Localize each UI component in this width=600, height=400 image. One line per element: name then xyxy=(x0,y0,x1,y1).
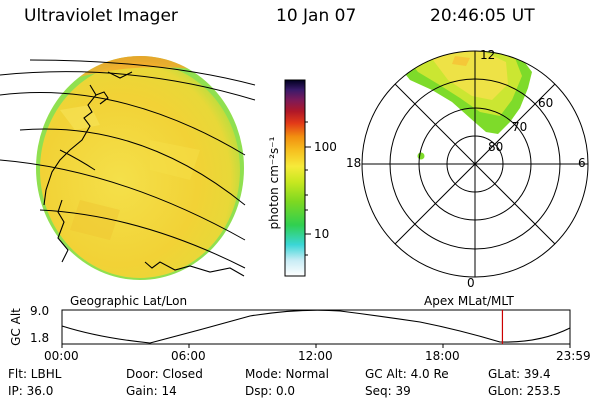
colorbar-unit-label: photon cm⁻²s⁻¹ xyxy=(267,136,281,230)
lat-label-60: 60 xyxy=(538,96,554,110)
mlt-label-12: 12 xyxy=(480,48,496,62)
altitude-plot xyxy=(61,309,571,348)
lat-label-70: 70 xyxy=(512,120,528,134)
xtick-0000: 00:00 xyxy=(44,349,79,363)
altitude-ylabel: GC Alt xyxy=(9,308,23,346)
gc-alt-info: GC Alt: 4.0 Re xyxy=(365,367,449,381)
geographic-image xyxy=(0,56,256,280)
colorbar-tick-100: 100 xyxy=(314,140,337,154)
xtick-2359: 23:59 xyxy=(556,349,591,363)
ip-info: IP: 36.0 xyxy=(8,384,54,398)
xtick-1800: 18:00 xyxy=(425,349,460,363)
mlt-label-6: 6 xyxy=(578,156,586,170)
filter-info: Flt: LBHL xyxy=(8,367,62,381)
apex-title: Apex MLat/MLT xyxy=(424,294,514,308)
glat-info: GLat: 39.4 xyxy=(488,367,551,381)
colorbar-tick-10: 10 xyxy=(314,227,330,241)
lat-label-80: 80 xyxy=(488,140,504,154)
altitude-ytick-high: 9.0 xyxy=(30,304,50,318)
seq-info: Seq: 39 xyxy=(365,384,411,398)
mlt-label-18: 18 xyxy=(346,156,362,170)
altitude-ytick-low: 1.8 xyxy=(30,331,50,345)
date-label: 10 Jan 07 xyxy=(276,6,357,26)
xtick-0600: 06:00 xyxy=(171,349,206,363)
xtick-1200: 12:00 xyxy=(298,349,333,363)
door-info: Door: Closed xyxy=(126,367,203,381)
instrument-title: Ultraviolet Imager xyxy=(24,6,178,26)
geographic-title: Geographic Lat/Lon xyxy=(70,294,188,308)
polar-plot xyxy=(361,50,589,278)
dsp-info: Dsp: 0.0 xyxy=(245,384,296,398)
glon-info: GLon: 253.5 xyxy=(488,384,561,398)
gain-info: Gain: 14 xyxy=(126,384,177,398)
colorbar xyxy=(284,79,311,277)
mode-info: Mode: Normal xyxy=(245,367,329,381)
time-label: 20:46:05 UT xyxy=(430,6,535,26)
mlt-label-0: 0 xyxy=(467,276,475,290)
